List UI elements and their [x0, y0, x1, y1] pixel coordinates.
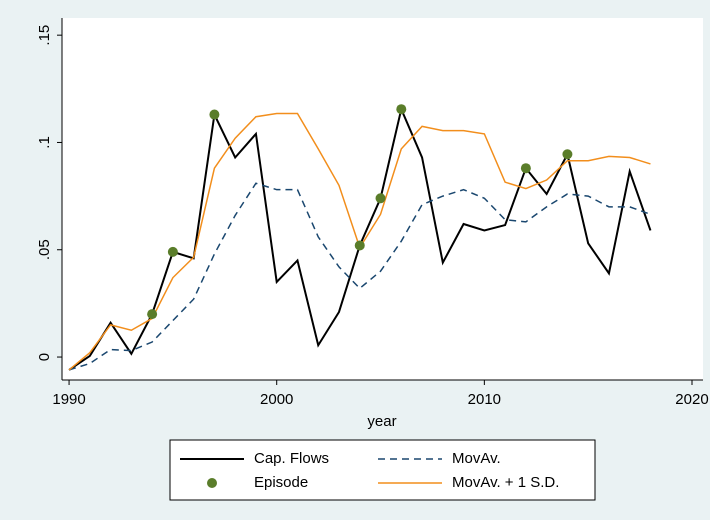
legend-label: Cap. Flows [254, 450, 329, 467]
episode-marker [147, 309, 158, 320]
episode-marker [375, 193, 386, 204]
episode-marker [396, 104, 407, 115]
x-tick-label: 2010 [468, 391, 501, 408]
x-tick-label: 2000 [260, 391, 293, 408]
y-tick-label: .1 [36, 136, 53, 149]
legend-label: MovAv. + 1 S.D. [452, 474, 559, 491]
episode-marker [354, 240, 365, 251]
episode-marker [167, 246, 178, 257]
x-tick-label: 1990 [52, 391, 85, 408]
y-tick-label: 0 [36, 353, 53, 361]
episode-marker [562, 149, 573, 160]
series-line [68, 182, 651, 371]
legend-marker [207, 478, 217, 488]
legend-label: Episode [254, 474, 308, 491]
legend [169, 439, 596, 501]
x-tick-label: 2020 [675, 391, 708, 408]
legend-label: MovAv. [452, 450, 501, 467]
episode-marker [209, 109, 220, 120]
y-tick-label: .15 [36, 25, 53, 46]
y-tick-label: .05 [36, 239, 53, 260]
x-axis-label: year [367, 413, 396, 430]
episode-marker [520, 163, 531, 174]
